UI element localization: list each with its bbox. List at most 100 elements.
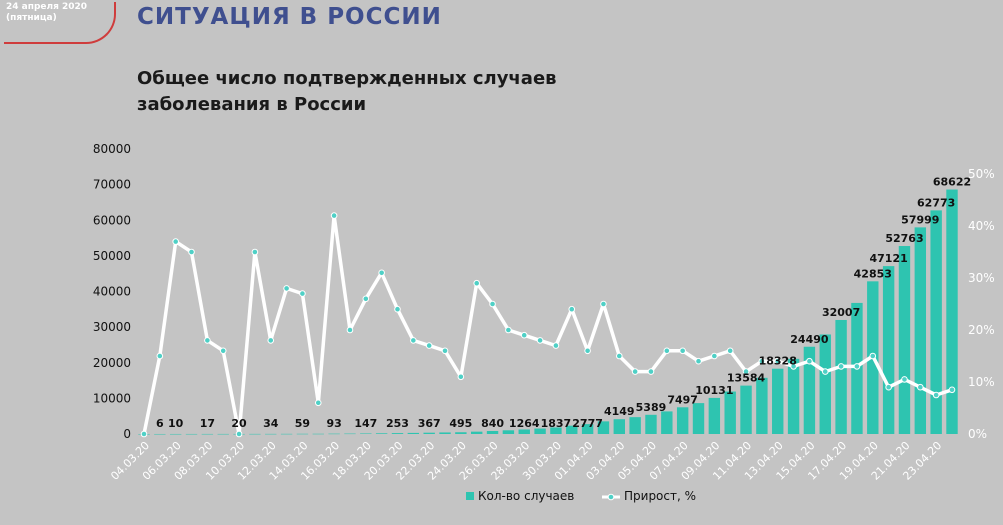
data-label: 10 bbox=[168, 417, 184, 430]
bar-24.04.20 bbox=[946, 189, 958, 434]
bar-14.03.20 bbox=[296, 433, 309, 435]
y-left-tick-label: 50000 bbox=[93, 249, 131, 263]
data-label: 93 bbox=[326, 417, 341, 430]
growth-point-07.03.20 bbox=[188, 248, 195, 256]
data-label: 17 bbox=[200, 417, 215, 430]
data-label: 5389 bbox=[636, 401, 667, 414]
data-label: 52763 bbox=[885, 232, 923, 245]
bar-21.04.20 bbox=[898, 246, 911, 434]
growth-point-17.04.20 bbox=[837, 363, 845, 370]
bar-15.04.20 bbox=[803, 346, 816, 434]
growth-point-13.04.20 bbox=[774, 357, 782, 365]
growth-point-08.04.20 bbox=[695, 357, 702, 365]
data-label: 1264 bbox=[509, 417, 540, 430]
page-title: СИТУАЦИЯ В РОССИИ bbox=[137, 4, 442, 30]
bar-11.03.20 bbox=[249, 433, 261, 435]
bar-25.03.20 bbox=[471, 431, 483, 434]
growth-point-30.03.20 bbox=[552, 342, 560, 349]
x-axis: 04.03.2006.03.2008.03.2010.03.2012.03.20… bbox=[108, 439, 944, 483]
bar-11.04.20 bbox=[740, 385, 752, 434]
growth-point-01.04.20 bbox=[584, 347, 591, 355]
growth-point-06.03.20 bbox=[172, 238, 179, 245]
growth-point-27.03.20 bbox=[505, 326, 512, 334]
y-left-tick-label: 10000 bbox=[93, 391, 131, 405]
growth-point-23.03.20 bbox=[441, 347, 449, 355]
data-label: 1837 bbox=[541, 417, 572, 430]
bar-13.03.20 bbox=[280, 433, 293, 435]
growth-point-17.03.20 bbox=[346, 326, 354, 334]
y-axis-left: 0 10000 20000 30000 40000 50000 60000 70000 8000… bbox=[93, 142, 131, 441]
growth-point-02.04.20 bbox=[600, 300, 607, 308]
y-left-tick-label: 30000 bbox=[93, 320, 131, 334]
bar-30.03.20 bbox=[550, 427, 562, 434]
legend-swatch-bars bbox=[466, 492, 474, 500]
growth-point-25.03.20 bbox=[473, 279, 481, 287]
bar-07.03.20 bbox=[185, 433, 198, 435]
bar-17.04.20 bbox=[835, 319, 847, 434]
bar-08.03.20 bbox=[201, 433, 214, 435]
weekday-line: (пятница) bbox=[6, 13, 57, 23]
bar-15.03.20 bbox=[312, 433, 324, 435]
data-label: 57999 bbox=[901, 213, 939, 226]
bar-19.03.20 bbox=[375, 433, 388, 434]
bar-27.03.20 bbox=[502, 430, 515, 434]
growth-point-24.04.20 bbox=[948, 386, 956, 394]
growth-point-11.03.20 bbox=[251, 248, 259, 256]
y-left-tick-label: 70000 bbox=[93, 178, 131, 192]
growth-point-10.03.20 bbox=[235, 430, 243, 438]
growth-point-15.04.20 bbox=[806, 357, 813, 365]
growth-point-28.03.20 bbox=[520, 331, 528, 339]
bar-20.04.20 bbox=[882, 266, 895, 434]
bar-12.03.20 bbox=[265, 433, 277, 435]
growth-point-29.03.20 bbox=[536, 337, 544, 344]
data-label: 253 bbox=[386, 417, 409, 430]
growth-point-12.03.20 bbox=[267, 337, 275, 344]
data-label: 20 bbox=[231, 417, 247, 430]
growth-line bbox=[142, 213, 953, 436]
legend-marker bbox=[607, 493, 615, 501]
growth-point-04.03.20 bbox=[140, 430, 148, 438]
y-left-tick-label: 20000 bbox=[93, 356, 131, 370]
data-label: 840 bbox=[481, 417, 504, 430]
growth-point-21.04.20 bbox=[901, 376, 908, 383]
bar-22.04.20 bbox=[914, 227, 927, 434]
y-right-tick-label: 10% bbox=[968, 375, 995, 389]
growth-point-05.03.20 bbox=[156, 352, 164, 360]
y-left-tick-label: 60000 bbox=[93, 213, 131, 227]
growth-point-05.04.20 bbox=[647, 368, 655, 375]
data-label: 495 bbox=[449, 417, 472, 430]
legend-label-cases: Кол-во случаев bbox=[478, 489, 574, 503]
bar-10.04.20 bbox=[724, 391, 736, 434]
bar-06.03.20 bbox=[169, 433, 182, 435]
growth-point-23.04.20 bbox=[932, 391, 940, 399]
growth-point-03.04.20 bbox=[615, 352, 623, 360]
growth-point-09.04.20 bbox=[711, 352, 718, 360]
bar-16.04.20 bbox=[819, 334, 831, 434]
y-right-tick-label: 50% bbox=[968, 167, 995, 181]
bar-04.04.20 bbox=[629, 417, 641, 434]
data-label: 47121 bbox=[869, 252, 907, 265]
y-right-tick-label: 20% bbox=[968, 323, 995, 337]
growth-point-21.03.20 bbox=[410, 337, 417, 344]
y-axis-right: 0% 10% 20% 30% 40% 50% bbox=[968, 167, 995, 441]
bar-09.03.20 bbox=[217, 433, 229, 435]
growth-point-08.03.20 bbox=[204, 337, 211, 344]
growth-point-07.04.20 bbox=[679, 347, 686, 355]
growth-point-22.03.20 bbox=[425, 342, 433, 349]
bar-18.03.20 bbox=[360, 433, 372, 434]
line-series bbox=[140, 212, 956, 438]
growth-point-20.04.20 bbox=[885, 383, 892, 391]
growth-point-18.04.20 bbox=[853, 363, 861, 370]
growth-point-20.03.20 bbox=[394, 305, 401, 313]
data-label: 10131 bbox=[695, 384, 733, 397]
bar-09.04.20 bbox=[708, 397, 721, 434]
data-label: 59 bbox=[295, 417, 310, 430]
bar-01.04.20 bbox=[581, 424, 594, 434]
bar-05.03.20 bbox=[154, 433, 166, 435]
growth-point-15.03.20 bbox=[314, 399, 322, 407]
data-label: 4149 bbox=[604, 405, 635, 418]
bar-05.04.20 bbox=[645, 414, 657, 434]
bar-26.03.20 bbox=[486, 431, 499, 434]
growth-point-09.03.20 bbox=[219, 347, 227, 355]
